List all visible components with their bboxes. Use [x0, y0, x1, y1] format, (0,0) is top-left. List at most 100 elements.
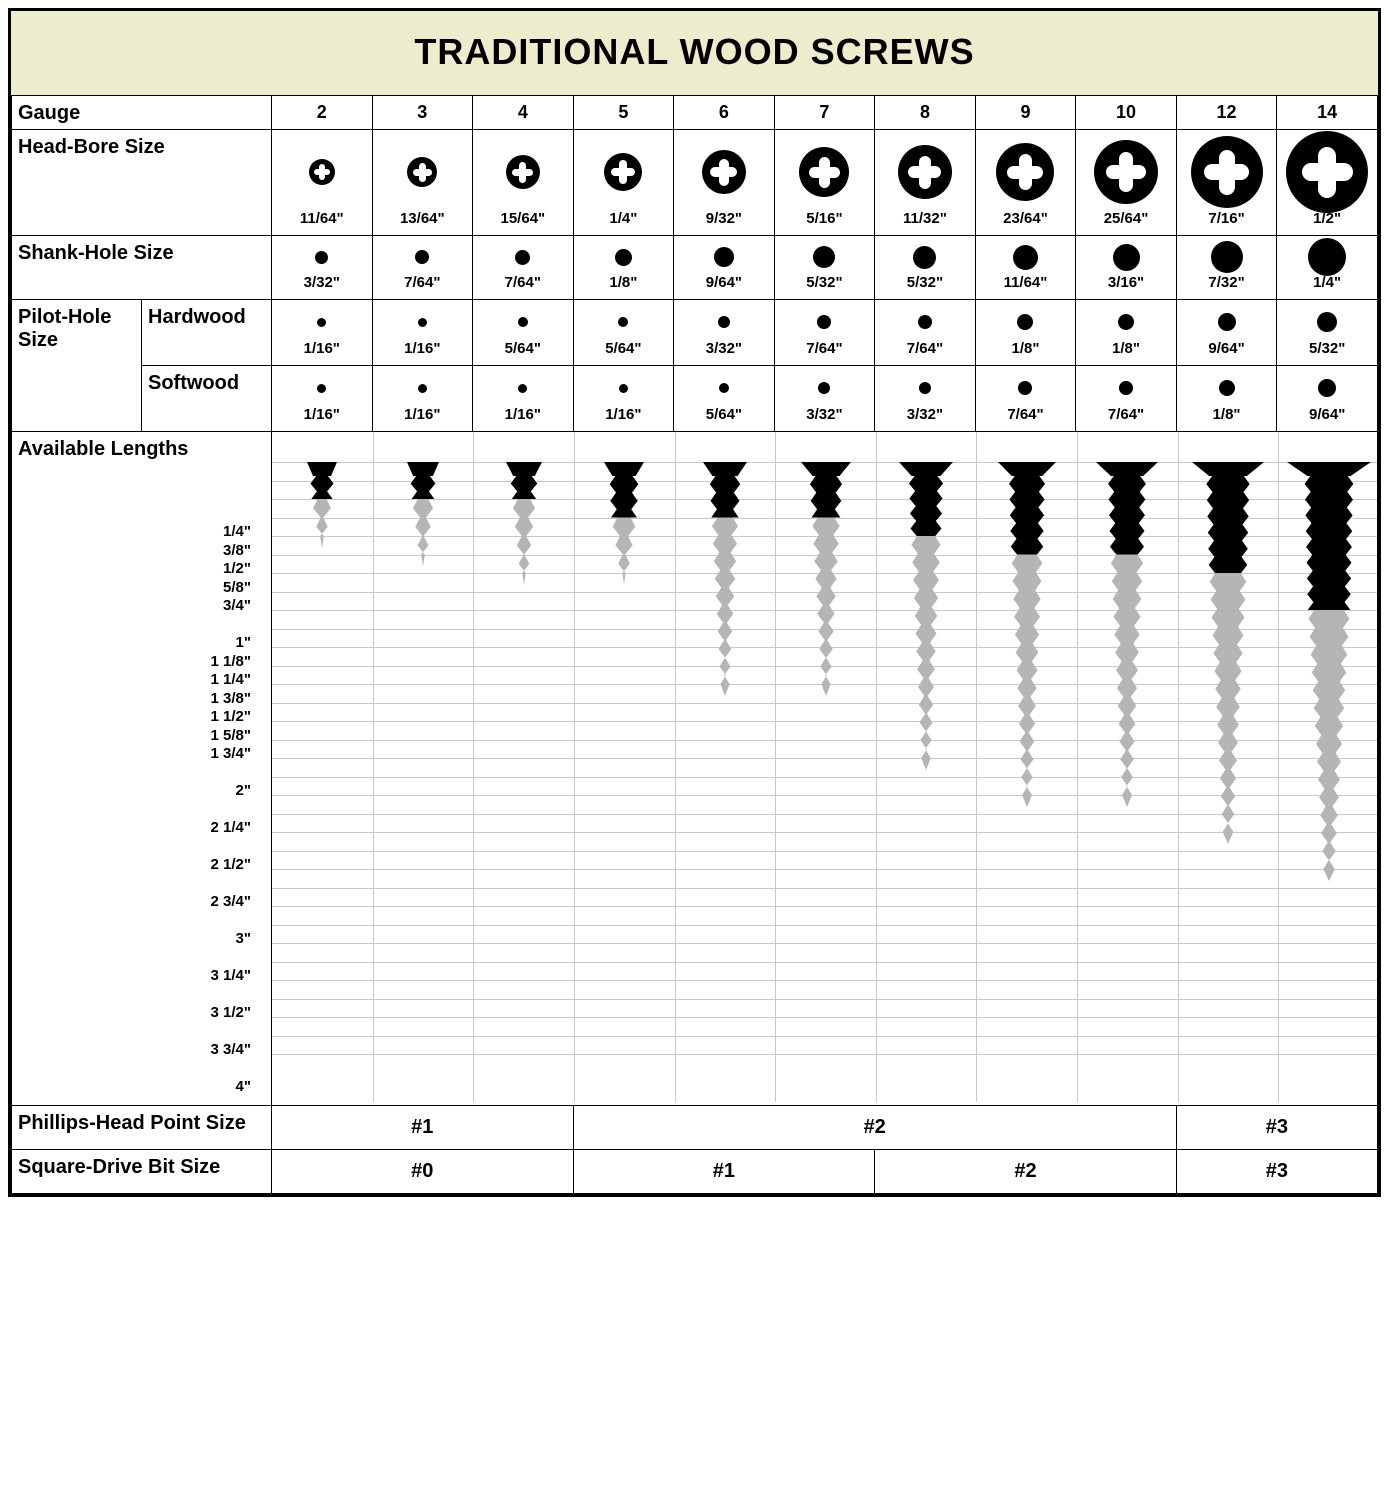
chart-table: Gauge 23456789101214 Head-Bore Size 11/6… — [11, 95, 1378, 1194]
screw-icon-12 — [1192, 432, 1264, 867]
phillips-head-icon — [309, 159, 335, 185]
pilot-softwood-size: 5/64" — [674, 404, 774, 429]
shank-hole-size: 3/32" — [272, 272, 372, 297]
head-bore-size: 13/64" — [373, 208, 473, 233]
shank-hole-10: 3/16" — [1076, 236, 1177, 300]
pilot-hardwood-7: 7/64" — [774, 300, 875, 366]
grid-line — [272, 999, 1377, 1000]
head-bore-9: 23/64" — [975, 130, 1076, 236]
pilot-softwood-size: 1/16" — [272, 404, 372, 429]
shank-hole-size: 1/4" — [1277, 272, 1377, 297]
shank-hole-8: 5/32" — [875, 236, 976, 300]
pilot-dot-icon — [1317, 312, 1337, 332]
grid-line — [272, 980, 1377, 981]
grid-line — [272, 906, 1377, 907]
pilot-dot-icon — [1118, 314, 1134, 330]
pilot-softwood-size: 3/32" — [875, 404, 975, 429]
length-tick: 1" — [236, 635, 261, 650]
pilot-hardwood-6: 3/32" — [674, 300, 775, 366]
pilot-hardwood-12: 9/64" — [1176, 300, 1277, 366]
screw-icon-5 — [604, 432, 644, 608]
phillips-head-icon — [1191, 136, 1263, 208]
lengths-label: Available Lengths — [12, 432, 271, 465]
pilot-dot-icon — [418, 384, 427, 393]
gauge-12: 12 — [1176, 96, 1277, 130]
grid-line — [272, 1054, 1377, 1055]
length-tick: 2" — [236, 783, 261, 798]
gauge-row: Gauge 23456789101214 — [12, 96, 1378, 130]
shank-dot-icon — [1013, 245, 1038, 270]
hardwood-label: Hardwood — [142, 300, 272, 366]
square-group: #0 — [272, 1150, 574, 1194]
grid-col-line — [675, 432, 676, 1102]
grid-col-line — [775, 432, 776, 1102]
screw-icon-3 — [407, 432, 439, 590]
shank-hole-size: 7/64" — [473, 272, 573, 297]
gauge-2: 2 — [272, 96, 373, 130]
length-tick: 3 3/4" — [211, 1042, 261, 1057]
length-tick: 3" — [236, 931, 261, 946]
grid-col-line — [373, 432, 374, 1102]
grid-col-line — [1278, 432, 1279, 1102]
head-bore-12: 7/16" — [1176, 130, 1277, 236]
length-tick: 2 1/4" — [211, 820, 261, 835]
screw-chart: TRADITIONAL WOOD SCREWS Gauge 2345678910… — [8, 8, 1381, 1197]
pilot-dot-icon — [518, 317, 528, 327]
grid-col-line — [876, 432, 877, 1102]
pilot-dot-icon — [317, 384, 326, 393]
screw-icon-14 — [1287, 432, 1371, 904]
pilot-hardwood-5: 5/64" — [573, 300, 674, 366]
pilot-dot-icon — [1219, 380, 1235, 396]
pilot-hardwood-2: 1/16" — [272, 300, 373, 366]
grid-col-line — [473, 432, 474, 1102]
screw-icon-8 — [899, 432, 953, 793]
head-bore-size: 1/4" — [574, 208, 674, 233]
pilot-hardwood-size: 1/8" — [976, 338, 1076, 363]
phillips-label: Phillips-Head Point Size — [12, 1106, 272, 1150]
phillips-row: Phillips-Head Point Size #1#2#3 — [12, 1106, 1378, 1150]
grid-line — [272, 962, 1377, 963]
pilot-dot-icon — [817, 315, 831, 329]
shank-hole-size: 9/64" — [674, 272, 774, 297]
shank-hole-7: 5/32" — [774, 236, 875, 300]
screw-icon-4 — [506, 432, 542, 608]
gauge-4: 4 — [473, 96, 574, 130]
softwood-label: Softwood — [142, 366, 272, 432]
pilot-softwood-10: 7/64" — [1076, 366, 1177, 432]
pilot-softwood-12: 1/8" — [1176, 366, 1277, 432]
pilot-softwood-7: 3/32" — [774, 366, 875, 432]
head-bore-10: 25/64" — [1076, 130, 1177, 236]
pilot-dot-icon — [1017, 314, 1033, 330]
phillips-head-icon — [407, 157, 437, 187]
grid-col-line — [1077, 432, 1078, 1102]
pilot-softwood-size: 9/64" — [1277, 404, 1377, 429]
screw-icon-9 — [998, 432, 1056, 830]
head-bore-14: 1/2" — [1277, 130, 1378, 236]
shank-dot-icon — [415, 250, 429, 264]
chart-title: TRADITIONAL WOOD SCREWS — [11, 11, 1378, 95]
head-bore-label: Head-Bore Size — [12, 130, 272, 236]
pilot-hardwood-size: 3/32" — [674, 338, 774, 363]
shank-hole-12: 7/32" — [1176, 236, 1277, 300]
length-tick: 5/8" — [223, 580, 261, 595]
phillips-head-icon — [604, 153, 642, 191]
gauge-14: 14 — [1277, 96, 1378, 130]
shank-hole-2: 3/32" — [272, 236, 373, 300]
shank-hole-size: 5/32" — [875, 272, 975, 297]
pilot-hardwood-size: 1/8" — [1076, 338, 1176, 363]
pilot-softwood-9: 7/64" — [975, 366, 1076, 432]
head-bore-4: 15/64" — [473, 130, 574, 236]
grid-col-line — [976, 432, 977, 1102]
phillips-group: #3 — [1176, 1106, 1377, 1150]
pilot-softwood-size: 1/16" — [574, 404, 674, 429]
gauge-6: 6 — [674, 96, 775, 130]
length-tick-labels: 1/4"3/8"1/2"5/8"3/4"1"1 1/8"1 1/4"1 3/8"… — [12, 465, 271, 1105]
shank-dot-icon — [515, 250, 530, 265]
phillips-head-icon — [506, 155, 540, 189]
pilot-hardwood-size: 9/64" — [1177, 338, 1277, 363]
head-bore-size: 9/32" — [674, 208, 774, 233]
length-tick: 4" — [236, 1079, 261, 1094]
pilot-softwood-2: 1/16" — [272, 366, 373, 432]
pilot-softwood-4: 1/16" — [473, 366, 574, 432]
lengths-grid-cell — [272, 432, 1378, 1106]
